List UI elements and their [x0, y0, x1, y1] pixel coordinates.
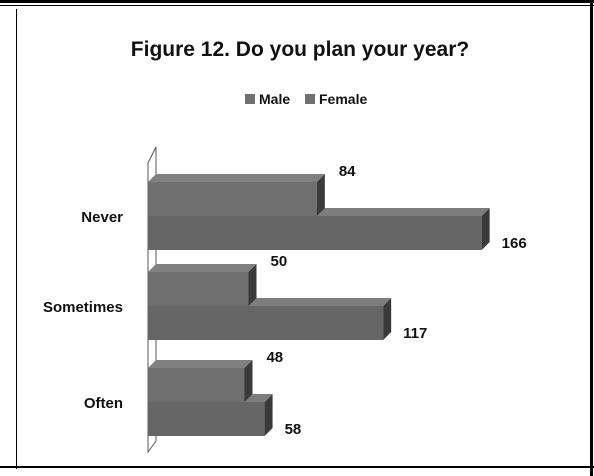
- value-label-female-never: 166: [502, 235, 527, 252]
- legend-label-female: Female: [319, 91, 367, 107]
- chart-title: Figure 12. Do you plan your year?: [131, 38, 469, 61]
- category-labels: Never Sometimes Often: [43, 209, 123, 412]
- top-border-thick: [0, 0, 594, 3]
- value-label-male-never: 84: [339, 163, 356, 180]
- value-label-female-sometimes: 117: [403, 325, 427, 342]
- right-border: [590, 0, 593, 476]
- bar-male-often: [148, 360, 253, 402]
- left-border: [16, 9, 17, 469]
- bar-male-sometimes: [148, 264, 257, 306]
- legend-swatch-male: [245, 94, 255, 104]
- top-border-thin: [0, 5, 594, 6]
- category-label-sometimes: Sometimes: [43, 299, 123, 316]
- value-labels: 84 166 50 117 48 58: [266, 163, 526, 438]
- bar-male-never: [148, 174, 325, 216]
- bottom-border: [0, 466, 594, 468]
- category-label-never: Never: [81, 209, 123, 226]
- category-label-often: Often: [84, 395, 123, 412]
- legend-swatch-female: [305, 94, 315, 104]
- value-label-male-often: 48: [266, 349, 283, 366]
- value-label-male-sometimes: 50: [271, 253, 288, 270]
- bars-group: [148, 174, 490, 436]
- legend-label-male: Male: [259, 91, 290, 107]
- legend: Male Female: [245, 91, 367, 107]
- value-label-female-often: 58: [285, 421, 302, 438]
